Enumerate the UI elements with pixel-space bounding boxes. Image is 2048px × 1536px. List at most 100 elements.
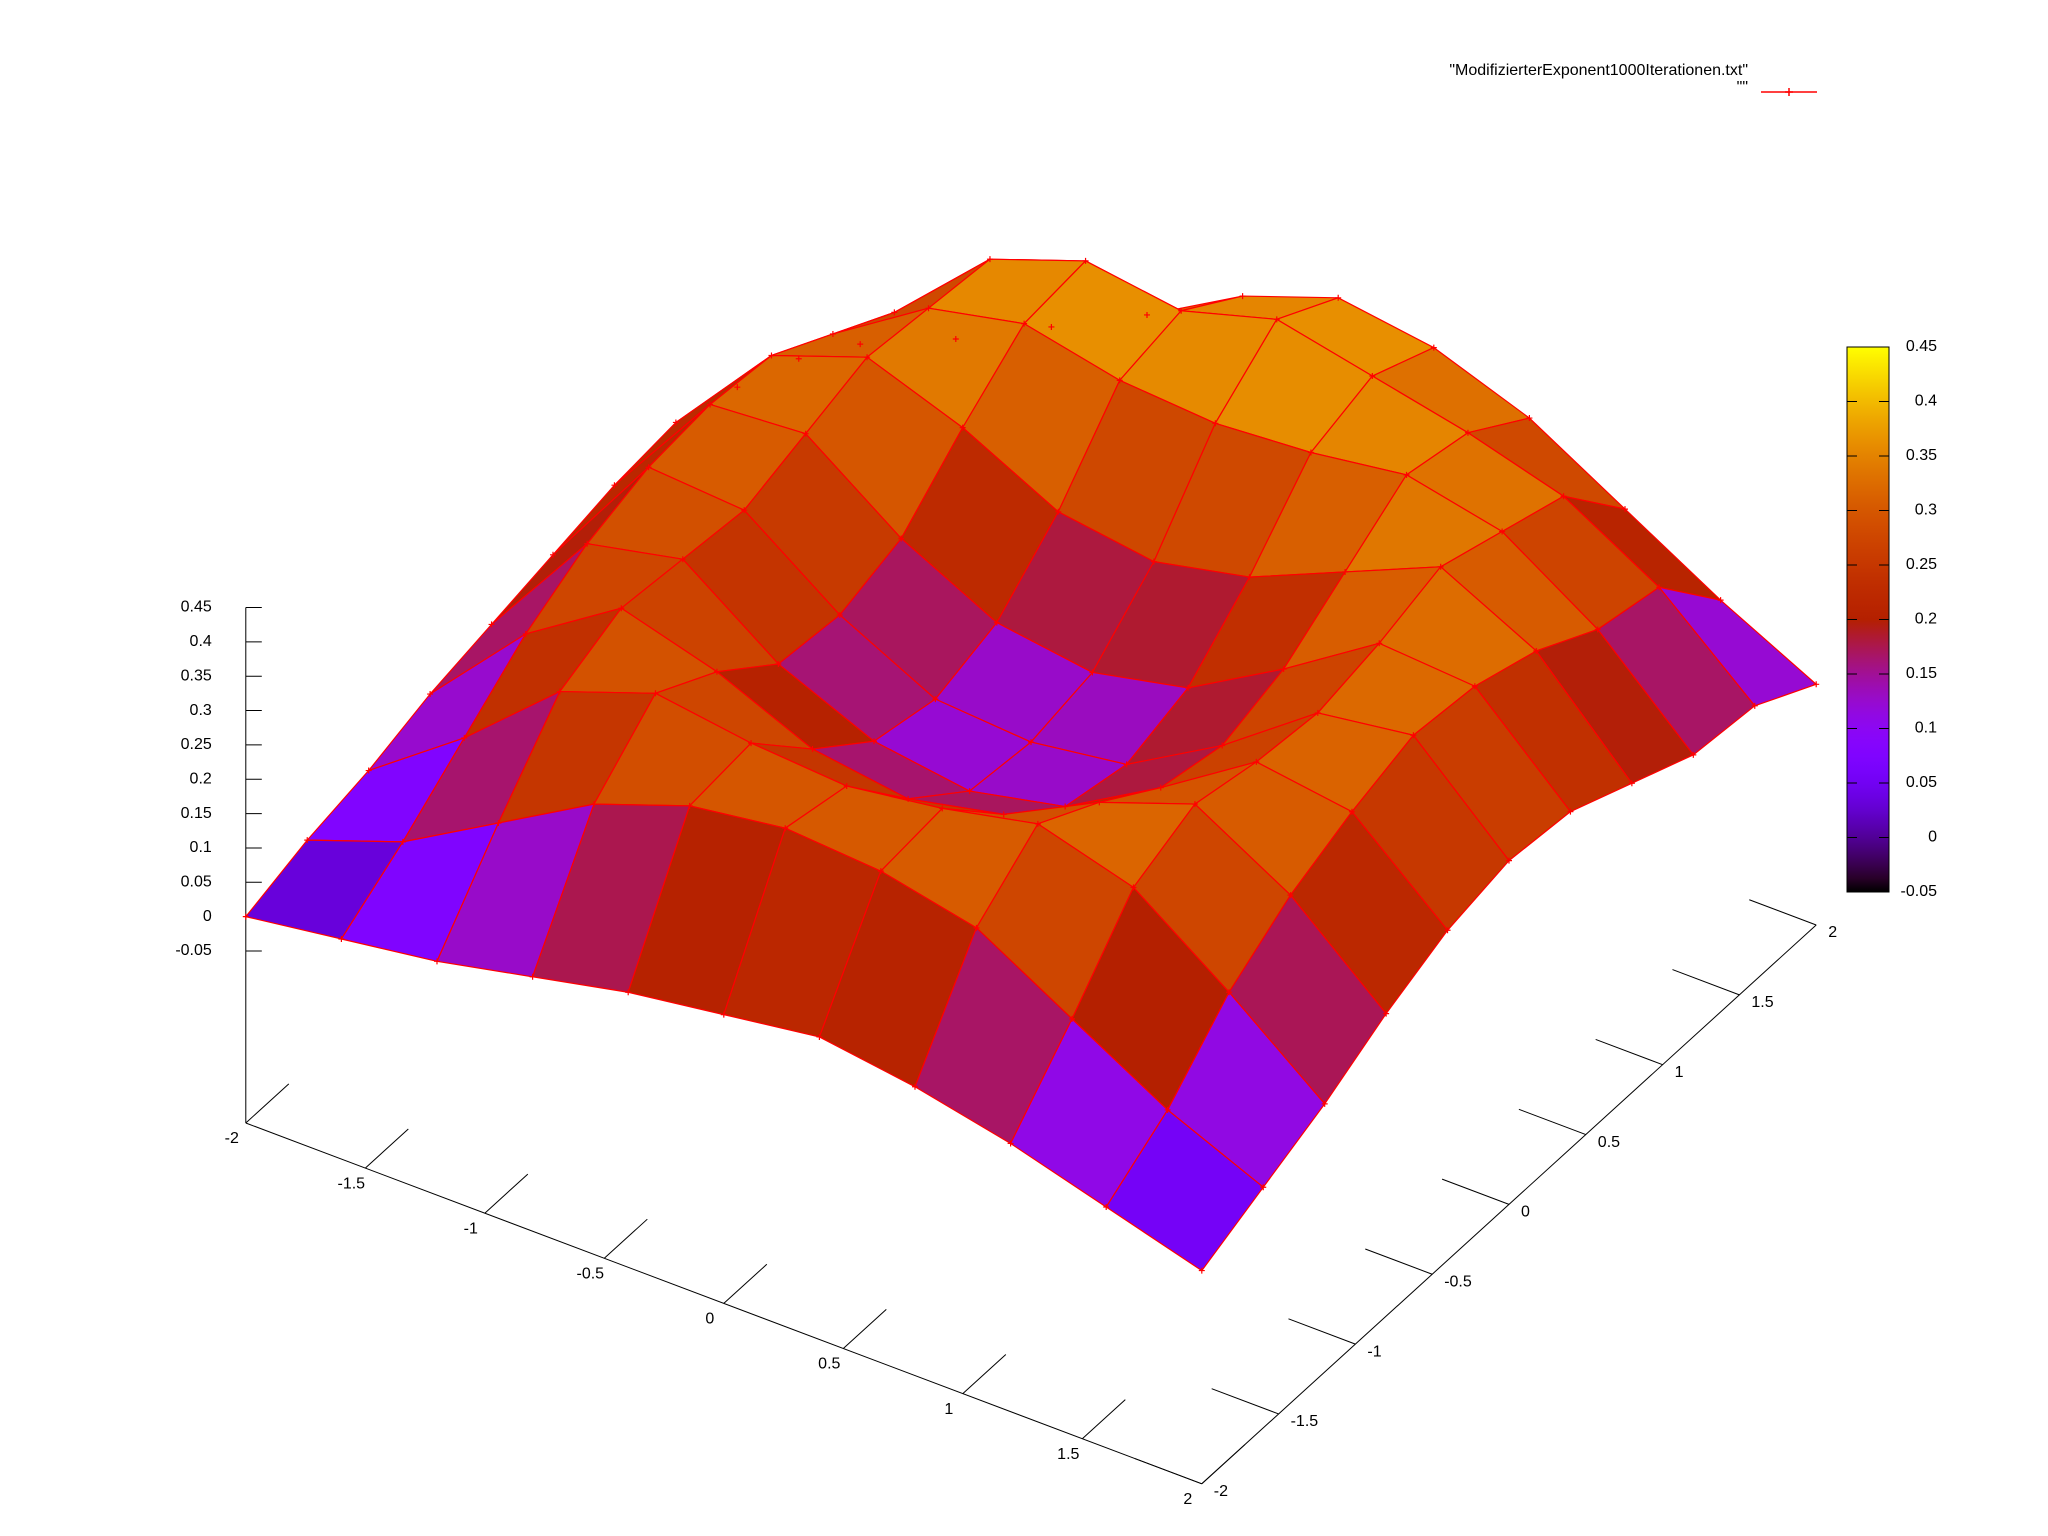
y-tick [1365, 1248, 1433, 1275]
data-point [1273, 316, 1280, 323]
colorbar-tick-label: 0.3 [1915, 502, 1937, 519]
y-tick [1672, 969, 1740, 996]
x-tick [1081, 1399, 1126, 1440]
x-tick-label: -0.5 [577, 1266, 605, 1283]
data-point [986, 256, 993, 263]
data-point [1314, 709, 1321, 716]
colorbar-tick-label: 0.45 [1906, 338, 1937, 355]
z-tick-label: 0.2 [190, 770, 212, 787]
data-point [959, 424, 966, 431]
z-tick-label: 0.35 [181, 667, 212, 684]
data-point [556, 688, 563, 695]
colorbar-tick-label: 0.1 [1915, 720, 1937, 737]
z-tick-label: 0 [203, 908, 212, 925]
data-point [809, 746, 816, 753]
data-point [1376, 640, 1383, 647]
data-point [1369, 373, 1376, 380]
data-point [1628, 780, 1635, 787]
colorbar-tick-label: 0.05 [1906, 774, 1937, 791]
x-tick [603, 1218, 648, 1259]
data-point [645, 464, 652, 471]
data-point [775, 660, 782, 667]
y-tick [1211, 1388, 1279, 1415]
x-tick-label: -2 [225, 1130, 239, 1147]
data-point [584, 540, 591, 547]
y-tick-label: -1 [1367, 1343, 1381, 1360]
data-point [952, 335, 959, 342]
data-point [1444, 927, 1451, 934]
data-point [1383, 1010, 1390, 1017]
x-tick-label: 1 [944, 1401, 953, 1418]
data-point [1526, 415, 1533, 422]
data-point [1062, 803, 1069, 810]
data-point [1226, 989, 1233, 996]
data-point [1130, 884, 1137, 891]
y-tick [1518, 1108, 1586, 1136]
data-point [1410, 732, 1417, 739]
data-point [939, 805, 946, 812]
data-point [686, 802, 693, 809]
data-point [1116, 377, 1123, 384]
y-tick-label: 2 [1828, 924, 1837, 941]
data-point [891, 309, 898, 316]
data-point [795, 355, 802, 362]
data-point [1212, 420, 1219, 427]
x-tick-label: 0 [705, 1311, 714, 1328]
legend-marker [1785, 88, 1793, 96]
data-point [1471, 683, 1478, 690]
x-tick-label: -1 [464, 1220, 478, 1237]
data-point [1506, 857, 1512, 864]
x-tick-label: 2 [1183, 1491, 1192, 1508]
z-tick-label: 0.3 [190, 702, 212, 719]
y-tick-label: -2 [1214, 1483, 1228, 1500]
data-point [1260, 1184, 1267, 1191]
data-point [720, 1011, 727, 1018]
data-point [1185, 684, 1192, 691]
data-point [1069, 1015, 1076, 1022]
data-point [864, 354, 871, 361]
data-point [1348, 808, 1355, 815]
data-point [1007, 1140, 1014, 1147]
data-point [1437, 563, 1444, 570]
y-tick-label: 0.5 [1598, 1134, 1620, 1151]
data-point [434, 958, 440, 965]
data-point [993, 619, 1000, 626]
data-point [802, 430, 809, 437]
x-tick [842, 1309, 887, 1349]
data-point [1089, 669, 1096, 676]
colorbar-tick-label: 0.2 [1915, 611, 1937, 628]
x-tick [962, 1354, 1007, 1394]
data-point [1246, 574, 1253, 581]
data-point [1164, 1106, 1171, 1113]
data-point [905, 795, 912, 802]
x-tick [1201, 1444, 1246, 1485]
data-point [1055, 508, 1062, 515]
data-point [672, 419, 679, 426]
surface [242, 256, 1820, 1274]
legend-title: "ModifizierterExponent1000Iterationen.tx… [1449, 62, 1748, 79]
data-point [550, 551, 556, 558]
data-point [304, 837, 311, 844]
data-point [707, 401, 714, 408]
data-point [488, 621, 495, 628]
data-point [829, 330, 836, 337]
data-point [843, 783, 850, 790]
data-point [1280, 666, 1287, 673]
data-point [1082, 257, 1089, 264]
data-point [461, 734, 468, 741]
data-point [973, 924, 980, 931]
y-tick-label: -1.5 [1291, 1413, 1319, 1430]
data-point [1021, 320, 1028, 327]
data-point [652, 690, 659, 697]
data-point [1342, 568, 1349, 575]
data-point [679, 556, 686, 563]
x-tick-label: 0.5 [818, 1356, 840, 1373]
y-tick-label: 0 [1521, 1204, 1530, 1221]
data-point [1335, 294, 1342, 301]
z-tick-label: 0.05 [181, 874, 212, 891]
z-tick-label: 0.15 [181, 805, 212, 822]
colorbar-tick-label: 0.25 [1906, 556, 1937, 573]
data-point [713, 668, 720, 675]
